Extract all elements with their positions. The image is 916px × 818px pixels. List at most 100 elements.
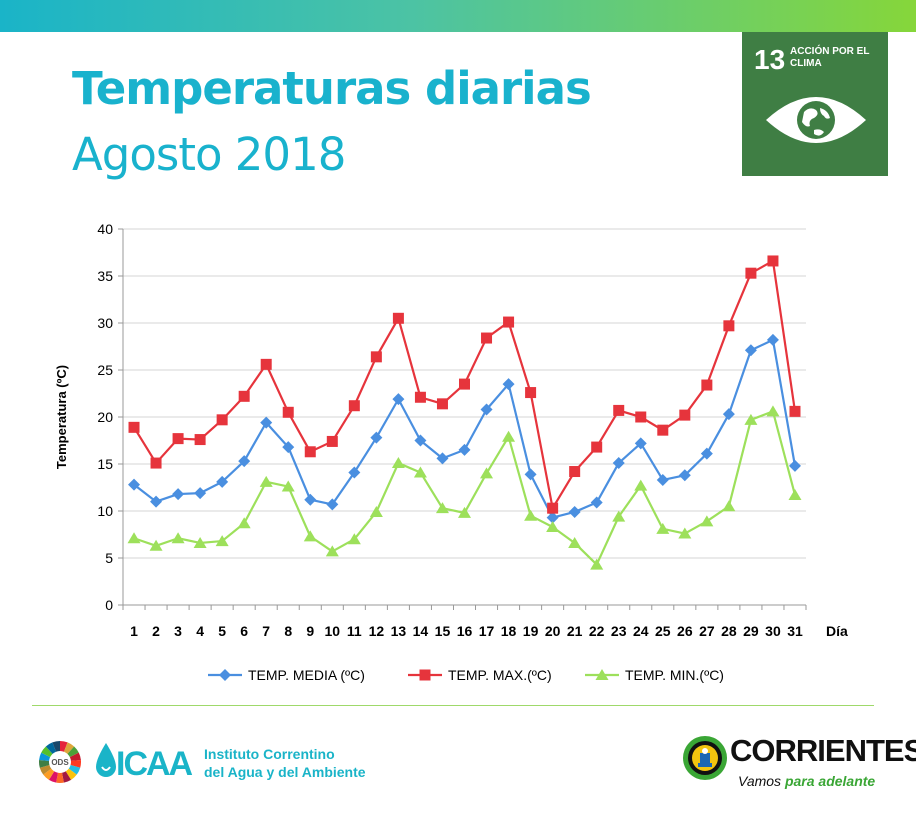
data-point bbox=[150, 457, 162, 469]
data-point bbox=[744, 344, 757, 357]
x-tick-label: 29 bbox=[743, 623, 759, 639]
data-point bbox=[502, 378, 515, 391]
data-point bbox=[744, 413, 758, 425]
data-point bbox=[745, 267, 757, 279]
x-tick-label: 24 bbox=[633, 623, 649, 639]
data-point bbox=[414, 391, 426, 403]
data-point bbox=[149, 539, 163, 551]
x-tick-label: 11 bbox=[347, 623, 362, 639]
data-point bbox=[260, 358, 272, 370]
data-point bbox=[237, 517, 251, 529]
ods-wheel-logo: ODS bbox=[39, 741, 81, 783]
data-point bbox=[348, 400, 360, 412]
data-point bbox=[281, 480, 295, 492]
data-point bbox=[480, 403, 493, 416]
page-subtitle: Agosto 2018 bbox=[72, 128, 346, 181]
data-point bbox=[503, 316, 515, 328]
data-point bbox=[789, 405, 801, 417]
y-tick-label: 20 bbox=[97, 409, 113, 425]
y-tick-label: 40 bbox=[97, 221, 113, 237]
data-point bbox=[722, 500, 736, 512]
x-tick-label: 6 bbox=[240, 623, 248, 639]
data-point bbox=[414, 434, 427, 447]
data-point bbox=[547, 502, 559, 514]
x-axis-label: Día bbox=[826, 623, 848, 639]
x-tick-label: 27 bbox=[699, 623, 715, 639]
x-tick-label: 18 bbox=[501, 623, 517, 639]
legend-label: TEMP. MAX.(ºC) bbox=[448, 667, 552, 683]
data-point bbox=[679, 409, 691, 421]
series-line bbox=[133, 338, 797, 519]
series-3 bbox=[127, 405, 802, 570]
data-point bbox=[612, 457, 625, 470]
data-point bbox=[657, 424, 669, 436]
icaa-logo: ICAA bbox=[96, 743, 195, 783]
y-tick-label: 0 bbox=[105, 597, 113, 613]
data-point bbox=[524, 509, 538, 521]
x-tick-label: 10 bbox=[325, 623, 341, 639]
x-tick-label: 5 bbox=[218, 623, 226, 639]
data-point bbox=[634, 437, 647, 450]
data-point bbox=[656, 473, 669, 486]
y-tick-label: 30 bbox=[97, 315, 113, 331]
data-point bbox=[282, 406, 294, 418]
x-tick-label: 17 bbox=[479, 623, 495, 639]
data-point bbox=[391, 457, 405, 469]
x-tick-label: 15 bbox=[435, 623, 451, 639]
data-point bbox=[458, 443, 471, 456]
data-point bbox=[326, 498, 339, 511]
x-tick-label: 25 bbox=[655, 623, 671, 639]
x-tick-label: 7 bbox=[262, 623, 270, 639]
data-point bbox=[480, 467, 494, 479]
data-point bbox=[590, 496, 603, 509]
chart-legend: TEMP. MEDIA (ºC) TEMP. MAX.(ºC) TEMP. MIN.… bbox=[208, 667, 724, 683]
x-tick-label: 2 bbox=[152, 623, 160, 639]
data-point bbox=[347, 533, 361, 545]
series-lines bbox=[127, 255, 802, 570]
data-point bbox=[701, 379, 713, 391]
data-point bbox=[193, 536, 207, 548]
y-tick-label: 5 bbox=[105, 550, 113, 566]
sdg-label: ACCIÓN POR EL CLIMA bbox=[790, 46, 870, 69]
data-point bbox=[590, 558, 604, 570]
legend-label: TEMP. MEDIA (ºC) bbox=[248, 667, 365, 683]
x-tick-label: 31 bbox=[787, 623, 803, 639]
data-point bbox=[766, 405, 780, 417]
legend-item: TEMP. MEDIA (ºC) bbox=[208, 667, 365, 683]
data-point bbox=[635, 411, 647, 423]
icaa-wordmark: ICAA bbox=[116, 745, 193, 783]
data-point bbox=[788, 459, 801, 472]
data-point bbox=[172, 433, 184, 445]
data-point bbox=[436, 452, 449, 465]
x-tick-label: 1 bbox=[130, 623, 138, 639]
x-tick-label: 26 bbox=[677, 623, 693, 639]
data-point bbox=[150, 495, 163, 508]
x-tick-label: 19 bbox=[523, 623, 539, 639]
y-tick-label: 15 bbox=[97, 456, 113, 472]
y-tick-label: 35 bbox=[97, 268, 113, 284]
data-point bbox=[502, 430, 516, 442]
top-gradient-bar bbox=[0, 0, 916, 32]
slogan-part-1: Vamos bbox=[738, 773, 785, 789]
data-point bbox=[767, 255, 779, 267]
data-point bbox=[171, 532, 185, 544]
data-point bbox=[413, 466, 427, 478]
data-point bbox=[260, 416, 273, 429]
data-point bbox=[546, 520, 560, 532]
x-tick-label: 23 bbox=[611, 623, 627, 639]
data-point bbox=[569, 466, 581, 478]
data-point bbox=[216, 414, 228, 426]
corrientes-slogan: Vamos para adelante bbox=[738, 773, 875, 789]
x-tick-label: 21 bbox=[567, 623, 583, 639]
data-point bbox=[723, 320, 735, 332]
data-point bbox=[788, 489, 802, 501]
data-point bbox=[370, 351, 382, 363]
data-point bbox=[700, 447, 713, 460]
data-point bbox=[568, 536, 582, 548]
series-line bbox=[133, 410, 797, 566]
x-tick-label: 20 bbox=[545, 623, 561, 639]
footer-divider bbox=[32, 705, 874, 706]
data-point bbox=[238, 390, 250, 402]
data-point bbox=[435, 502, 449, 514]
